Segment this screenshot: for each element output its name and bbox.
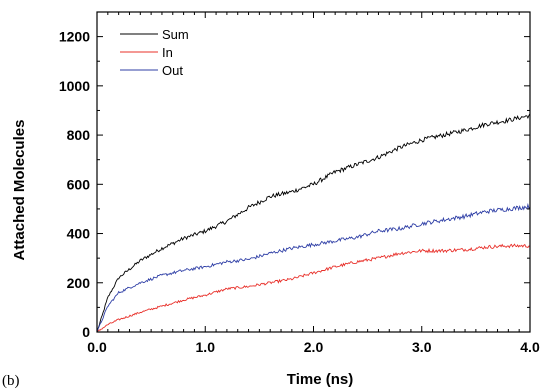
plot-area <box>97 12 530 332</box>
panel-label: (b) <box>2 373 20 389</box>
axes <box>96 11 531 333</box>
y-tick-label: 600 <box>67 176 91 192</box>
y-axis-title: Attached Molecules <box>11 120 28 261</box>
y-tick-label: 1200 <box>59 29 90 45</box>
x-tick-label: 1.0 <box>196 339 216 355</box>
legend-label-in: In <box>162 45 173 60</box>
y-tick-label: 800 <box>67 127 91 143</box>
y-tick-label: 400 <box>67 226 91 242</box>
legend: Sum In Out <box>120 27 189 78</box>
legend-label-sum: Sum <box>162 27 189 42</box>
x-tick-label: 0.0 <box>87 339 107 355</box>
series-group <box>96 113 531 333</box>
series-line-out <box>96 202 531 333</box>
series-line-sum <box>96 113 531 333</box>
x-axis-title: Time (ns) <box>287 371 353 388</box>
tick-labels: 0.0 1.0 2.0 3.0 4.0 0 200 400 600 800 1000 1200 <box>59 29 540 355</box>
plot-background <box>97 12 530 332</box>
legend-label-out: Out <box>162 63 183 78</box>
x-tick-label: 3.0 <box>412 339 432 355</box>
x-tick-label: 2.0 <box>304 339 324 355</box>
y-tick-label: 1000 <box>59 78 90 94</box>
x-tick-label: 4.0 <box>520 339 540 355</box>
series-line-in <box>96 243 531 333</box>
y-tick-label: 200 <box>67 275 91 291</box>
y-tick-label: 0 <box>82 324 90 340</box>
